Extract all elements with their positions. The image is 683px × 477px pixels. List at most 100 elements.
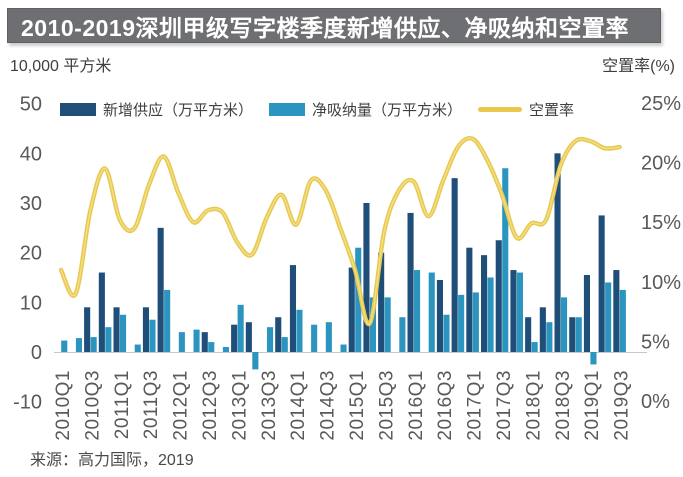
supply-bar — [525, 317, 532, 352]
absorption-bar — [75, 338, 82, 352]
x-axis-tick: 2011Q1 — [112, 370, 133, 439]
absorption-bar — [311, 324, 318, 352]
absorption-bar — [487, 277, 494, 352]
supply-bar — [98, 272, 105, 352]
supply-bar — [539, 307, 546, 352]
supply-bar — [510, 270, 517, 352]
right-axis-tick: 25% — [641, 93, 681, 115]
left-axis-tick: 0 — [31, 342, 42, 364]
absorption-bar — [546, 322, 553, 352]
source-note: 来源：高力国际，2019 — [30, 452, 194, 469]
absorption-bar — [193, 329, 200, 352]
absorption-bar — [516, 272, 523, 352]
legend-label-supply: 新增供应（万平方米） — [103, 102, 254, 119]
supply-bar — [436, 279, 443, 352]
left-axis-tick: 30 — [20, 193, 42, 215]
supply-bar — [583, 275, 590, 352]
absorption-swatch-icon — [269, 103, 306, 116]
x-axis-tick: 2010Q1 — [53, 370, 74, 441]
supply-bar — [613, 270, 620, 352]
legend-item-vacancy: 空置率 — [478, 99, 574, 120]
absorption-bar — [384, 297, 391, 352]
supply-bar — [407, 212, 414, 352]
x-axis-tick: 2012Q3 — [200, 370, 221, 441]
left-axis-unit: 10,000 平方米 — [10, 58, 112, 75]
x-axis-tick: 2011Q3 — [141, 370, 162, 439]
right-axis-tick: 0% — [641, 391, 670, 413]
x-axis-tick: 2015Q1 — [347, 370, 368, 441]
x-axis-tick: 2017Q1 — [465, 370, 486, 441]
absorption-bar — [619, 289, 626, 352]
supply-bar — [348, 267, 355, 352]
legend-label-vacancy: 空置率 — [529, 102, 575, 119]
absorption-bar — [281, 337, 288, 352]
x-axis-tick: 2018Q3 — [553, 370, 574, 441]
x-axis-tick: 2019Q1 — [582, 370, 603, 441]
supply-bar — [157, 227, 164, 352]
legend-label-absorption: 净吸纳量（万平方米） — [312, 102, 463, 119]
right-axis-tick: 20% — [641, 153, 681, 175]
left-axis-tick: 50 — [20, 94, 42, 116]
right-axis-tick: 10% — [641, 272, 681, 294]
x-axis-tick: 2013Q3 — [259, 370, 280, 441]
absorption-bar — [296, 309, 303, 352]
x-axis-tick: 2018Q1 — [523, 370, 544, 441]
title-bar: 2010-2019深圳甲级写字楼季度新增供应、净吸纳和空置率 — [7, 8, 661, 43]
x-axis-tick: 2014Q1 — [288, 370, 309, 441]
absorption-bar — [222, 347, 229, 352]
supply-bar — [495, 240, 502, 352]
left-axis-tick: -10 — [13, 392, 42, 414]
x-axis-tick: 2019Q3 — [612, 370, 633, 441]
supply-bar — [569, 317, 576, 352]
right-axis-tick: 5% — [641, 331, 670, 353]
legend-item-supply: 新增供应（万平方米） — [60, 99, 253, 120]
supply-bar — [84, 307, 91, 352]
supply-bar — [554, 153, 561, 352]
absorption-bar — [472, 292, 479, 352]
supply-swatch-icon — [60, 103, 96, 116]
absorption-bar — [149, 319, 156, 352]
supply-bar — [289, 265, 296, 352]
supply-bar — [201, 332, 208, 352]
absorption-bar — [355, 247, 362, 352]
absorption-bar — [178, 332, 185, 352]
absorption-bar — [414, 270, 421, 352]
absorption-bar — [502, 168, 509, 352]
supply-bar — [481, 255, 488, 352]
absorption-bar — [428, 272, 435, 352]
x-axis-tick: 2014Q3 — [318, 370, 339, 441]
left-axis-tick: 20 — [20, 243, 42, 265]
supply-bar — [113, 307, 120, 352]
absorption-bar — [164, 289, 171, 352]
absorption-bar — [267, 327, 274, 352]
x-axis-tick: 2016Q3 — [435, 370, 456, 441]
supply-bar — [451, 178, 458, 352]
absorption-bar — [61, 340, 68, 352]
supply-bar — [466, 247, 473, 352]
absorption-bar — [399, 317, 406, 352]
absorption-bar — [443, 314, 450, 352]
absorption-bar — [237, 304, 244, 352]
supply-bar — [363, 202, 370, 352]
absorption-bar — [105, 327, 112, 352]
supply-bar — [275, 317, 282, 352]
absorption-bar — [120, 314, 127, 352]
supply-bar — [142, 307, 149, 352]
absorption-bar — [369, 297, 376, 352]
absorption-bar — [90, 337, 97, 352]
absorption-bar — [340, 344, 347, 352]
legend-item-absorption: 净吸纳量（万平方米） — [269, 99, 462, 120]
absorption-bar — [325, 322, 332, 352]
vacancy-line-highlight — [60, 137, 621, 325]
x-axis-tick: 2012Q1 — [171, 370, 192, 441]
right-axis-tick: 15% — [641, 212, 681, 234]
chart-legend: 新增供应（万平方米） 净吸纳量（万平方米） 空置率 — [60, 99, 574, 120]
x-axis-tick: 2015Q3 — [376, 370, 397, 441]
supply-bar — [598, 215, 605, 352]
absorption-bar — [590, 352, 597, 365]
x-axis-tick: 2013Q1 — [229, 370, 250, 441]
right-axis-label: 空置率(%) — [602, 58, 675, 75]
absorption-bar — [252, 352, 259, 370]
